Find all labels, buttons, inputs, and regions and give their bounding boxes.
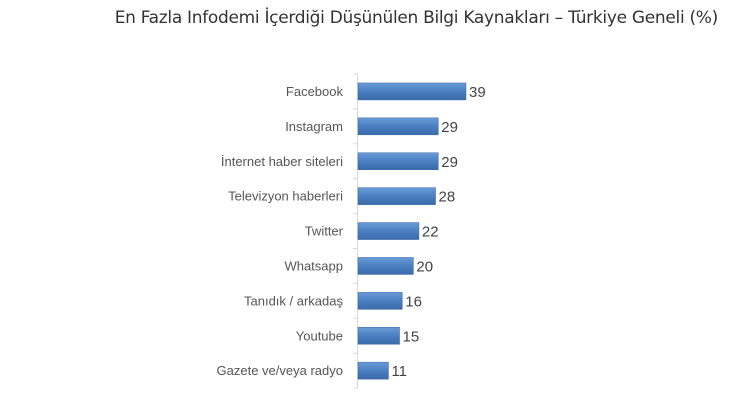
data-label: 29 bbox=[441, 119, 458, 136]
bar bbox=[357, 117, 439, 136]
category-label: İnternet haber siteleri bbox=[221, 154, 343, 169]
data-label: 15 bbox=[403, 328, 420, 345]
data-label: 28 bbox=[439, 189, 456, 206]
bar bbox=[357, 222, 420, 240]
bar bbox=[357, 187, 436, 205]
category-label: Facebook bbox=[286, 84, 344, 99]
bar bbox=[357, 152, 439, 170]
category-label: Televizyon haberleri bbox=[228, 189, 343, 204]
category-label: Instagram bbox=[285, 119, 343, 134]
bar bbox=[357, 327, 400, 345]
data-label: 16 bbox=[405, 293, 422, 310]
bar bbox=[357, 361, 389, 380]
bar bbox=[357, 82, 467, 101]
data-label: 20 bbox=[416, 258, 433, 275]
data-label: 11 bbox=[391, 363, 407, 380]
category-label: Youtube bbox=[296, 328, 343, 343]
category-label: Gazete ve/veya radyo bbox=[217, 363, 343, 378]
data-label: 22 bbox=[422, 224, 439, 241]
bar bbox=[357, 257, 414, 275]
data-label: 39 bbox=[469, 84, 486, 101]
data-label: 29 bbox=[441, 154, 458, 171]
chart-title: En Fazla Infodemi İçerdiği Düşünülen Bil… bbox=[114, 8, 719, 28]
bar bbox=[357, 292, 403, 310]
category-label: Whatsapp bbox=[284, 258, 343, 273]
category-label: Tanıdık / arkadaş bbox=[244, 293, 343, 308]
category-label: Twitter bbox=[305, 224, 344, 239]
